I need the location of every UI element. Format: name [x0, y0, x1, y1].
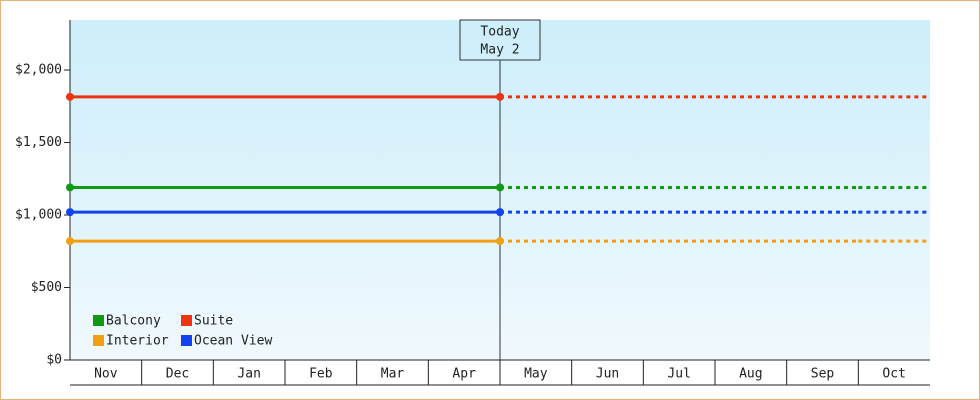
series-point [496, 183, 504, 192]
x-tick-label: Jan [237, 367, 260, 382]
legend-label: Suite [194, 314, 233, 329]
series-point [66, 237, 74, 246]
today-box [459, 19, 541, 61]
today-label: Today [480, 25, 519, 40]
x-tick-label: Mar [381, 367, 405, 382]
x-tick-label: Oct [882, 367, 905, 382]
legend-swatch [93, 315, 104, 326]
legend-swatch [93, 335, 104, 346]
legend-swatch [181, 335, 192, 346]
y-tick-label: $500 [31, 280, 62, 295]
series-point [66, 183, 74, 192]
x-tick-label: May [524, 367, 548, 382]
x-tick-label: Jul [667, 367, 690, 382]
y-tick-label: $2,000 [15, 63, 62, 78]
today-date: May 2 [480, 43, 519, 58]
y-tick-label: $1,500 [15, 135, 62, 150]
legend-swatch [181, 315, 192, 326]
x-tick-label: Sep [811, 367, 835, 382]
legend-label: Interior [106, 334, 169, 349]
series-point [496, 92, 504, 101]
y-tick-label: $1,000 [15, 208, 62, 223]
series-point [496, 237, 504, 246]
x-tick-label: Jun [596, 367, 619, 382]
x-tick-label: Aug [739, 367, 762, 382]
x-tick-label: Feb [309, 367, 333, 382]
legend-label: Balcony [106, 314, 161, 329]
y-tick-label: $0 [46, 353, 62, 368]
series-point [66, 208, 74, 217]
series-point [66, 92, 74, 101]
legend-label: Ocean View [194, 334, 272, 349]
x-tick-label: Apr [452, 367, 476, 382]
series-point [496, 208, 504, 217]
x-tick-label: Dec [166, 367, 189, 382]
x-tick-label: Nov [94, 367, 118, 382]
